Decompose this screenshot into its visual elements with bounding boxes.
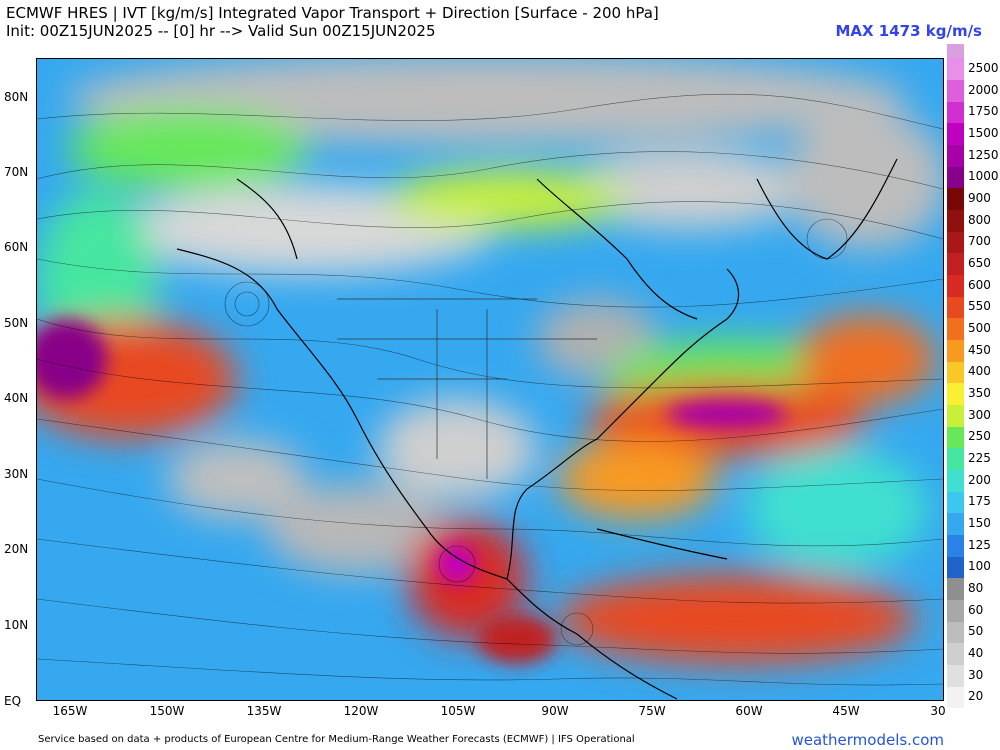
colorbar-label: 500: [968, 320, 991, 335]
attribution-text: Service based on data + products of Euro…: [38, 734, 635, 745]
lat-label: 80N: [4, 90, 29, 104]
colorbar-label: 50: [968, 624, 984, 639]
colorbar-label: 250: [968, 429, 991, 444]
lon-label: 150W: [149, 704, 185, 718]
lat-label: 40N: [4, 391, 29, 405]
lon-label: 135W: [246, 704, 282, 718]
colorbar-label: 150: [968, 515, 991, 530]
lat-label: 30N: [4, 467, 29, 481]
colorbar-swatch: [947, 339, 964, 362]
colorbar-swatch: [947, 383, 964, 406]
colorbar-swatch: [947, 188, 964, 211]
colorbar-swatch: [947, 166, 964, 189]
colorbar-label: 1000: [968, 169, 999, 184]
colorbar-label: 200: [968, 472, 991, 487]
ivt-field-graphic: [37, 59, 943, 700]
colorbar-cap: [947, 44, 964, 58]
lon-label: 30: [930, 704, 946, 718]
colorbar-swatch: [947, 144, 964, 167]
lat-label: 10N: [4, 618, 29, 632]
colorbar-label: 80: [968, 580, 984, 595]
colorbar-swatch: [947, 209, 964, 232]
colorbar-swatch: [947, 296, 964, 319]
colorbar-swatch: [947, 274, 964, 297]
colorbar-swatch: [947, 534, 964, 557]
colorbar: [947, 44, 964, 709]
lon-label: 120W: [343, 704, 379, 718]
lat-label: 60N: [4, 240, 29, 254]
colorbar-swatch: [947, 404, 964, 427]
colorbar-swatch: [947, 556, 964, 579]
lon-label: 165W: [52, 704, 88, 718]
colorbar-swatch: [947, 426, 964, 449]
lon-label: 105W: [440, 704, 476, 718]
colorbar-label: 1500: [968, 125, 999, 140]
colorbar-label: 800: [968, 212, 991, 227]
colorbar-swatch: [947, 361, 964, 384]
colorbar-swatch: [947, 599, 964, 622]
colorbar-swatch: [947, 491, 964, 514]
colorbar-swatch: [947, 621, 964, 644]
lat-label: 70N: [4, 165, 29, 179]
colorbar-swatch: [947, 231, 964, 254]
colorbar-swatch: [947, 643, 964, 666]
colorbar-label: 20: [968, 689, 984, 704]
colorbar-label: 550: [968, 299, 991, 314]
lat-label: 20N: [4, 542, 29, 556]
chart-init-valid-time: Init: 00Z15JUN2025 -- [0] hr --> Valid S…: [6, 22, 436, 40]
chart-title: ECMWF HRES | IVT [kg/m/s] Integrated Vap…: [6, 4, 659, 22]
max-value-label: MAX 1473 kg/m/s: [835, 22, 982, 40]
colorbar-swatch: [947, 469, 964, 492]
colorbar-label: 225: [968, 450, 991, 465]
lon-label: 75W: [638, 704, 666, 718]
colorbar-label: 350: [968, 385, 991, 400]
colorbar-swatch: [947, 448, 964, 471]
colorbar-label: 2000: [968, 82, 999, 97]
colorbar-label: 400: [968, 364, 991, 379]
colorbar-swatch: [947, 58, 964, 81]
lon-label: 45W: [832, 704, 860, 718]
colorbar-label: 40: [968, 645, 984, 660]
lat-label: 50N: [4, 316, 29, 330]
lat-label: EQ: [4, 694, 22, 708]
lon-label: 60W: [735, 704, 763, 718]
colorbar-swatch: [947, 686, 964, 709]
colorbar-label: 700: [968, 234, 991, 249]
colorbar-label: 1750: [968, 104, 999, 119]
colorbar-swatch: [947, 79, 964, 102]
colorbar-swatch: [947, 664, 964, 687]
colorbar-label: 175: [968, 494, 991, 509]
colorbar-label: 300: [968, 407, 991, 422]
colorbar-label: 450: [968, 342, 991, 357]
colorbar-swatch: [947, 578, 964, 601]
colorbar-swatch: [947, 253, 964, 276]
colorbar-swatch: [947, 123, 964, 146]
colorbar-label: 100: [968, 559, 991, 574]
colorbar-label: 1250: [968, 147, 999, 162]
ivt-map: [36, 58, 944, 701]
brand-link[interactable]: weathermodels.com: [791, 731, 944, 749]
colorbar-label: 125: [968, 537, 991, 552]
colorbar-label: 600: [968, 277, 991, 292]
colorbar-label: 60: [968, 602, 984, 617]
colorbar-swatch: [947, 513, 964, 536]
lon-label: 90W: [541, 704, 569, 718]
colorbar-swatch: [947, 318, 964, 341]
colorbar-label: 2500: [968, 60, 999, 75]
colorbar-label: 650: [968, 255, 991, 270]
colorbar-label: 900: [968, 190, 991, 205]
colorbar-label: 30: [968, 667, 984, 682]
colorbar-swatch: [947, 101, 964, 124]
